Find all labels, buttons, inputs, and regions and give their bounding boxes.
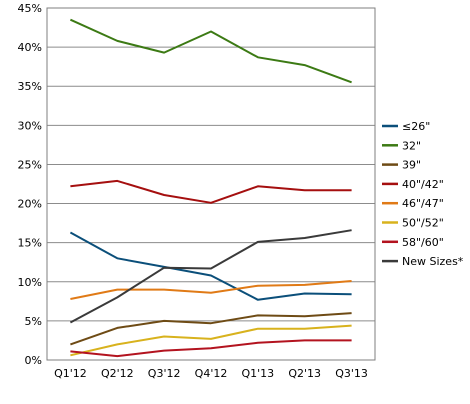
series-line xyxy=(69,18,352,84)
series-line xyxy=(70,324,352,357)
series-line xyxy=(70,179,352,204)
y-tick-label: 0% xyxy=(25,354,42,367)
y-tick-label: 10% xyxy=(18,276,42,289)
y-tick-label: 30% xyxy=(18,119,42,132)
y-axis-ticks: 0% 5% 10% 15% 20% 25% 30% 35% 40% 45% xyxy=(18,2,42,367)
plot-border xyxy=(46,7,376,361)
series-line xyxy=(70,339,352,358)
x-tick-label: Q2'13 xyxy=(288,367,321,380)
legend-label: 39" xyxy=(402,159,421,172)
series-line xyxy=(70,312,352,346)
series-line xyxy=(69,231,352,301)
y-tick-label: 45% xyxy=(18,2,42,15)
y-tick-label: 15% xyxy=(18,237,42,250)
y-tick-label: 20% xyxy=(18,198,42,211)
y-tick-label: 35% xyxy=(18,80,42,93)
legend: ≤26" 32" 39" 40"/42" 46"/47" 50"/52" 58"/60" Ne… xyxy=(382,120,464,268)
x-tick-label: Q1'13 xyxy=(242,367,275,380)
y-tick-label: 5% xyxy=(25,315,42,328)
x-tick-label: Q4'12 xyxy=(195,367,228,380)
x-axis-ticks: Q1'12 Q2'12 Q3'12 Q4'12 Q1'13 Q2'13 Q3'13 xyxy=(54,367,368,380)
legend-label: 40"/42" xyxy=(402,178,444,191)
x-tick-label: Q2'12 xyxy=(101,367,134,380)
legend-label: 58"/60" xyxy=(402,236,444,249)
x-tick-label: Q1'12 xyxy=(54,367,87,380)
x-tick-label: Q3'12 xyxy=(148,367,181,380)
plot-area xyxy=(46,7,376,361)
legend-label: ≤26" xyxy=(402,120,430,133)
series-line xyxy=(70,280,352,300)
x-tick-label: Q3'13 xyxy=(335,367,368,380)
legend-label: 50"/52" xyxy=(402,217,444,230)
series-lines xyxy=(69,18,352,358)
y-tick-label: 40% xyxy=(18,41,42,54)
y-tick-label: 25% xyxy=(18,158,42,171)
legend-label: 46"/47" xyxy=(402,197,444,210)
series-line xyxy=(69,229,352,324)
legend-label: New Sizes* xyxy=(402,255,464,268)
legend-label: 32" xyxy=(402,139,421,152)
